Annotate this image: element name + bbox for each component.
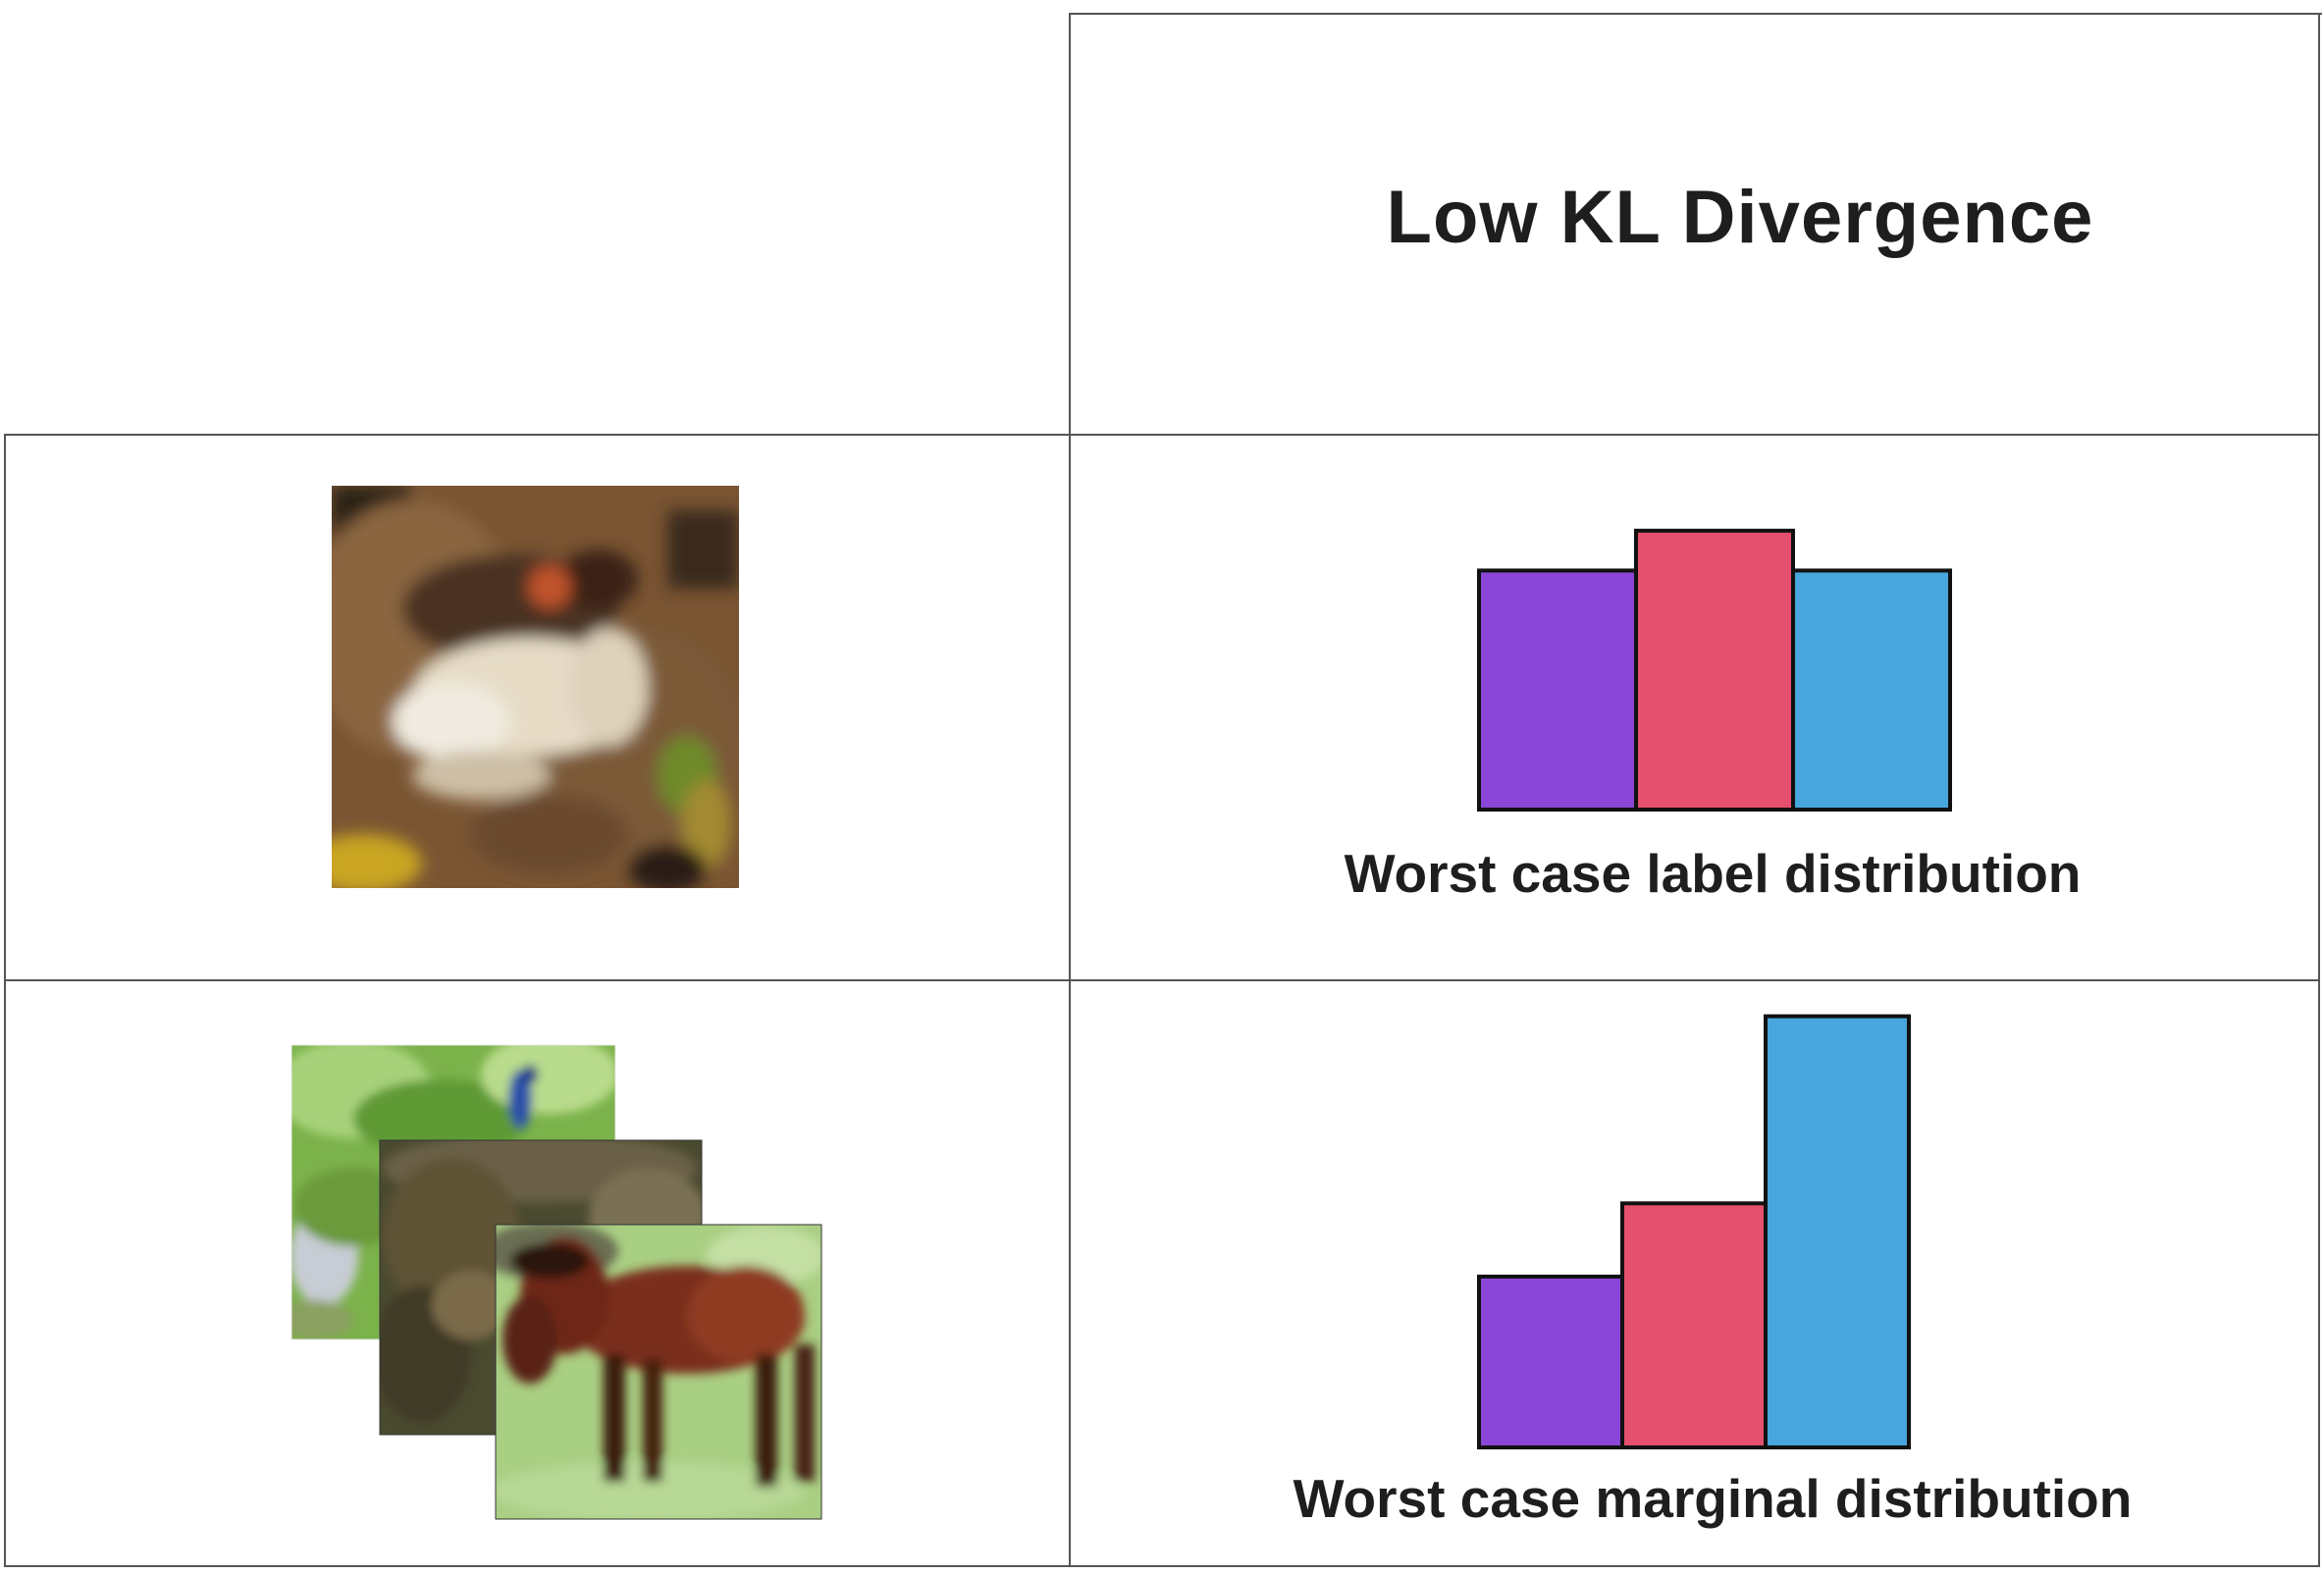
- marginal-distribution-caption: Worst case marginal distribution: [1293, 1468, 2133, 1529]
- grid-left-line: [4, 434, 6, 1567]
- bar-pink: [1634, 528, 1795, 812]
- grid-row1-line: [4, 434, 2320, 436]
- frog-image: [332, 486, 739, 888]
- bar-pink: [1620, 1201, 1768, 1450]
- grid-bottom-line: [4, 1565, 2320, 1567]
- grid-top-line: [1069, 13, 2322, 15]
- marginal-distribution-chart: [1477, 1014, 1911, 1450]
- grid-middle-line: [1069, 13, 1071, 1567]
- grid-right-line: [2318, 13, 2320, 1567]
- label-distribution-chart: [1477, 528, 1952, 813]
- grid-row2-line: [4, 979, 2320, 981]
- bar-purple: [1477, 568, 1638, 813]
- bar-purple: [1477, 1274, 1624, 1450]
- bar-blue: [1764, 1014, 1911, 1449]
- horse-image-frame: [495, 1224, 822, 1520]
- column-title: Low KL Divergence: [1386, 176, 2094, 259]
- label-distribution-caption: Worst case label distribution: [1344, 843, 2082, 904]
- horse-image: [496, 1225, 821, 1519]
- bar-blue: [1791, 568, 1952, 813]
